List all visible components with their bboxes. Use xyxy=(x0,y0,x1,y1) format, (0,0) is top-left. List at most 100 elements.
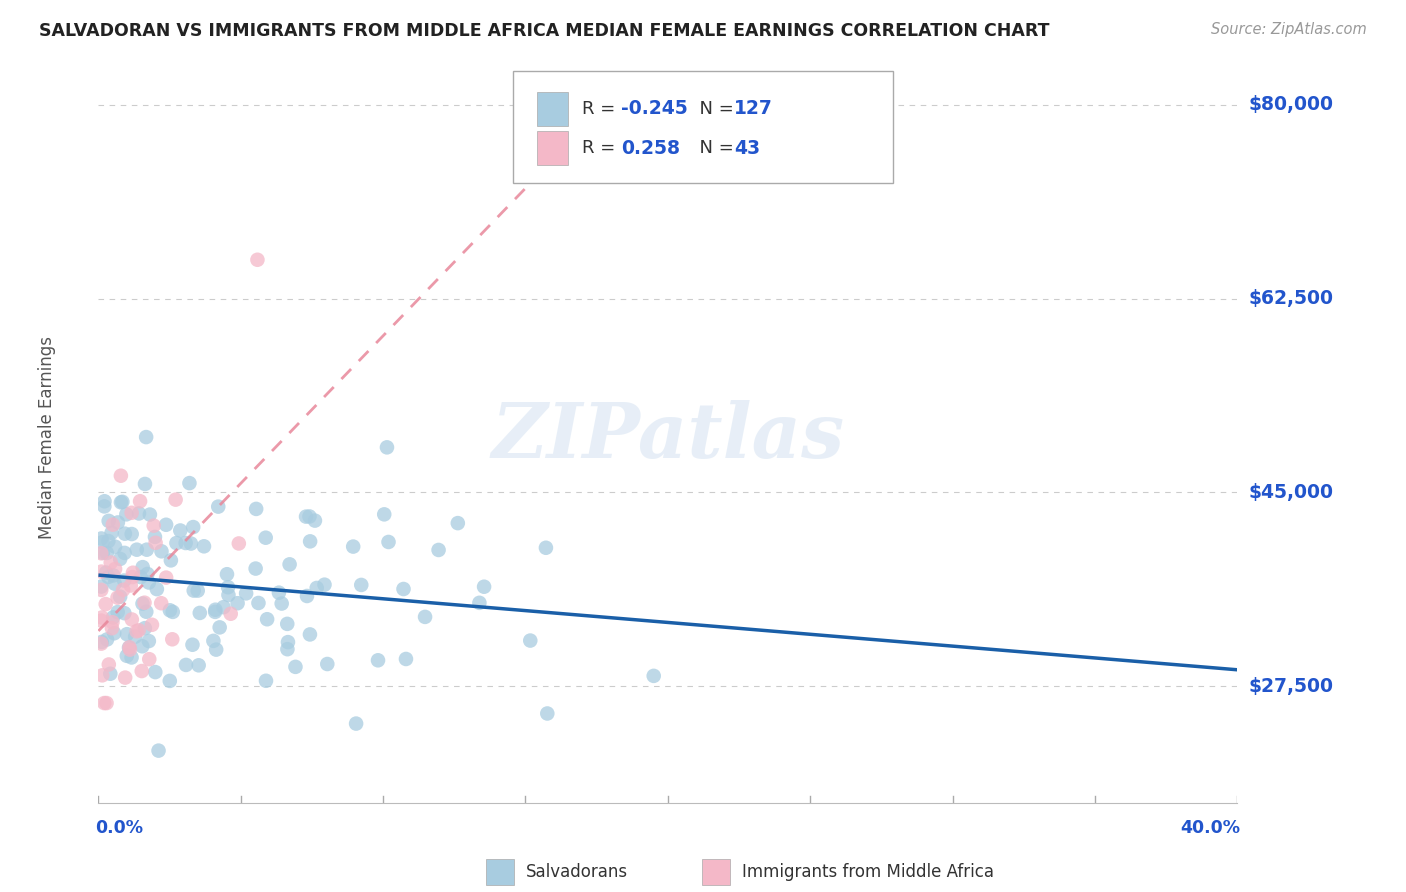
Point xyxy=(131,664,153,678)
Point xyxy=(103,626,125,640)
Point xyxy=(155,571,177,585)
Point xyxy=(107,605,129,619)
Point xyxy=(155,517,177,532)
Point xyxy=(174,657,197,672)
Point xyxy=(534,541,557,555)
Point xyxy=(392,582,415,596)
Point xyxy=(245,561,267,575)
Point xyxy=(212,600,235,615)
Point xyxy=(235,586,257,600)
Point xyxy=(468,596,491,610)
Point xyxy=(134,596,156,610)
Text: N =: N = xyxy=(688,139,740,157)
Point xyxy=(90,614,112,628)
Point xyxy=(278,558,301,572)
Text: R =: R = xyxy=(582,139,621,157)
Point xyxy=(108,552,131,566)
Point xyxy=(143,665,166,679)
Point xyxy=(91,546,114,560)
Point xyxy=(174,536,197,550)
Text: 0.0%: 0.0% xyxy=(96,820,143,838)
Point xyxy=(142,518,165,533)
Point xyxy=(187,658,209,673)
Point xyxy=(131,560,153,574)
Point xyxy=(159,673,181,688)
Point xyxy=(276,642,298,657)
Point xyxy=(90,610,112,624)
Point xyxy=(112,574,135,588)
Point xyxy=(247,596,270,610)
Point xyxy=(217,588,239,602)
Point xyxy=(180,536,202,550)
Point xyxy=(112,606,135,620)
Point xyxy=(150,544,173,558)
Text: Source: ZipAtlas.com: Source: ZipAtlas.com xyxy=(1211,22,1367,37)
Text: -0.245: -0.245 xyxy=(621,99,688,119)
Point xyxy=(254,531,277,545)
Bar xyxy=(702,859,731,886)
Point xyxy=(314,577,336,591)
Point xyxy=(316,657,339,671)
Point xyxy=(118,642,141,657)
Point xyxy=(519,633,541,648)
Point xyxy=(122,566,145,580)
Point xyxy=(226,596,249,610)
Point xyxy=(93,500,115,514)
Point xyxy=(228,536,250,550)
Text: 0.258: 0.258 xyxy=(621,138,681,158)
Point xyxy=(395,652,418,666)
Point xyxy=(202,633,225,648)
Point xyxy=(125,542,148,557)
Point xyxy=(643,669,665,683)
Point xyxy=(304,514,326,528)
Point xyxy=(93,494,115,508)
Point xyxy=(131,597,153,611)
Point xyxy=(181,638,204,652)
Point xyxy=(245,502,267,516)
Point xyxy=(121,570,143,584)
Point xyxy=(96,546,118,560)
Point xyxy=(159,603,181,617)
Point xyxy=(208,620,231,634)
Point xyxy=(367,653,389,667)
Point xyxy=(207,500,229,514)
Point xyxy=(256,612,278,626)
Point xyxy=(135,542,157,557)
Point xyxy=(138,652,160,666)
Text: R =: R = xyxy=(582,100,621,118)
Point xyxy=(90,635,112,649)
Point xyxy=(162,605,184,619)
Point xyxy=(277,635,299,649)
Point xyxy=(276,616,298,631)
Point xyxy=(136,566,159,581)
Point xyxy=(254,673,277,688)
Point xyxy=(101,621,124,635)
Point xyxy=(90,546,112,560)
Point xyxy=(107,591,129,605)
Point xyxy=(100,525,122,540)
Point xyxy=(217,580,239,594)
Text: $27,500: $27,500 xyxy=(1249,677,1333,696)
Point xyxy=(342,540,364,554)
Point xyxy=(134,621,156,635)
Point xyxy=(204,603,226,617)
Point xyxy=(118,640,141,655)
Point xyxy=(97,514,120,528)
Point xyxy=(121,612,143,626)
Point xyxy=(204,605,226,619)
Point xyxy=(97,657,120,672)
Point xyxy=(141,617,163,632)
Point xyxy=(169,524,191,538)
Point xyxy=(143,530,166,544)
Point xyxy=(472,580,495,594)
Point xyxy=(187,583,209,598)
Text: SALVADORAN VS IMMIGRANTS FROM MIDDLE AFRICA MEDIAN FEMALE EARNINGS CORRELATION C: SALVADORAN VS IMMIGRANTS FROM MIDDLE AFR… xyxy=(39,22,1050,40)
Point xyxy=(98,666,121,681)
Text: Median Female Earnings: Median Female Earnings xyxy=(38,335,56,539)
Point xyxy=(97,570,120,584)
Text: $45,000: $45,000 xyxy=(1249,483,1333,502)
Point xyxy=(536,706,558,721)
Point xyxy=(91,535,114,549)
Text: N =: N = xyxy=(688,100,740,118)
Point xyxy=(96,632,118,647)
